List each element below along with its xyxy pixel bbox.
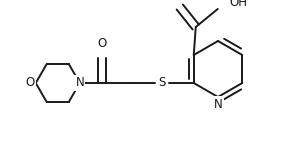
Text: O: O: [97, 37, 106, 50]
Text: N: N: [214, 98, 222, 111]
Text: S: S: [158, 77, 165, 90]
Text: O: O: [25, 77, 34, 90]
Text: N: N: [76, 77, 84, 90]
Text: OH: OH: [230, 0, 248, 10]
